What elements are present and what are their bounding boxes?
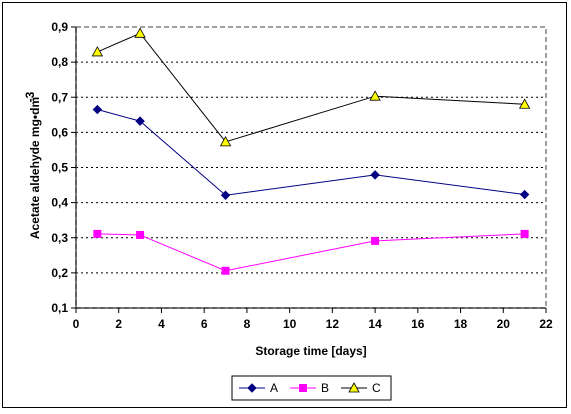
y-axis-title-group: Acetate aldehyde mg•dm [28, 97, 42, 239]
legend-label-a: A [270, 381, 278, 395]
y-tick-label: 0,4 [51, 196, 68, 210]
legend-marker-c [348, 382, 360, 393]
series-a-point [92, 104, 103, 115]
series-a-point [135, 116, 145, 126]
series-a-point [370, 170, 380, 180]
series-a-line [97, 109, 525, 196]
chart: 0,1 0,2 0,3 0,4 0,5 0,6 0,7 0,8 0,9 0 2 4 6 8 10 12 14 16… [23, 20, 553, 401]
series-layer [91, 27, 531, 275]
series-a-point [220, 190, 231, 200]
x-tick-label: 2 [115, 317, 122, 331]
chart-frame: 0,1 0,2 0,3 0,4 0,5 0,6 0,7 0,8 0,9 0 2 4 6 8 10 12 14 16… [2, 2, 567, 408]
series-c-point [518, 98, 531, 109]
y-tick-label: 0,3 [51, 231, 68, 245]
y-tick-label: 0,5 [51, 161, 68, 175]
y-tick-label: 0,8 [51, 55, 68, 69]
axis-ticks: 0,1 0,2 0,3 0,4 0,5 0,6 0,7 0,8 0,9 0 2 4 6 8 10 12 14 16… [51, 20, 553, 331]
x-tick-label: 8 [244, 317, 251, 331]
legend-item-b: B [290, 381, 329, 395]
series-b-line [97, 233, 525, 272]
series-c [91, 27, 531, 147]
series-c-point [219, 136, 232, 147]
series-b [93, 229, 529, 275]
y-tick-label: 0,2 [51, 266, 68, 280]
y-tick-label: 0,9 [51, 20, 68, 34]
series-b-point [93, 229, 102, 238]
series-c-point [369, 90, 381, 101]
legend-item-a: A [239, 381, 278, 395]
series-c-point [91, 46, 104, 57]
legend-marker-a [247, 383, 257, 393]
legend-marker-b [299, 384, 307, 392]
series-c-point [134, 27, 146, 38]
x-tick-label: 0 [73, 317, 80, 331]
x-tick-label: 12 [326, 317, 340, 331]
series-c-line [97, 32, 525, 143]
x-tick-label: 16 [411, 317, 425, 331]
y-tick-label: 0,1 [51, 301, 68, 315]
series-a [92, 104, 530, 200]
legend-label-c: C [372, 381, 381, 395]
legend-label-b: B [321, 381, 329, 395]
x-tick-label: 18 [454, 317, 468, 331]
series-b-point [221, 266, 230, 275]
series-b-point [136, 230, 145, 239]
y-axis-title-superscript: -3 [23, 91, 37, 102]
legend-item-c: C [341, 381, 381, 395]
x-tick-label: 20 [497, 317, 511, 331]
x-tick-label: 22 [539, 317, 553, 331]
y-tick-label: 0,7 [51, 90, 68, 104]
grid-lines [76, 61, 546, 274]
x-tick-label: 6 [201, 317, 208, 331]
x-tick-label: 10 [283, 317, 297, 331]
x-tick-label: 4 [158, 317, 165, 331]
y-axis-title: Acetate aldehyde mg•dm [28, 97, 42, 239]
series-a-point [519, 189, 530, 200]
series-b-point [371, 236, 380, 245]
x-tick-label: 14 [368, 317, 382, 331]
legend: A B C [239, 381, 381, 395]
x-axis-title: Storage time [days] [255, 344, 366, 358]
y-tick-label: 0,6 [51, 125, 68, 139]
series-b-point [520, 229, 529, 238]
